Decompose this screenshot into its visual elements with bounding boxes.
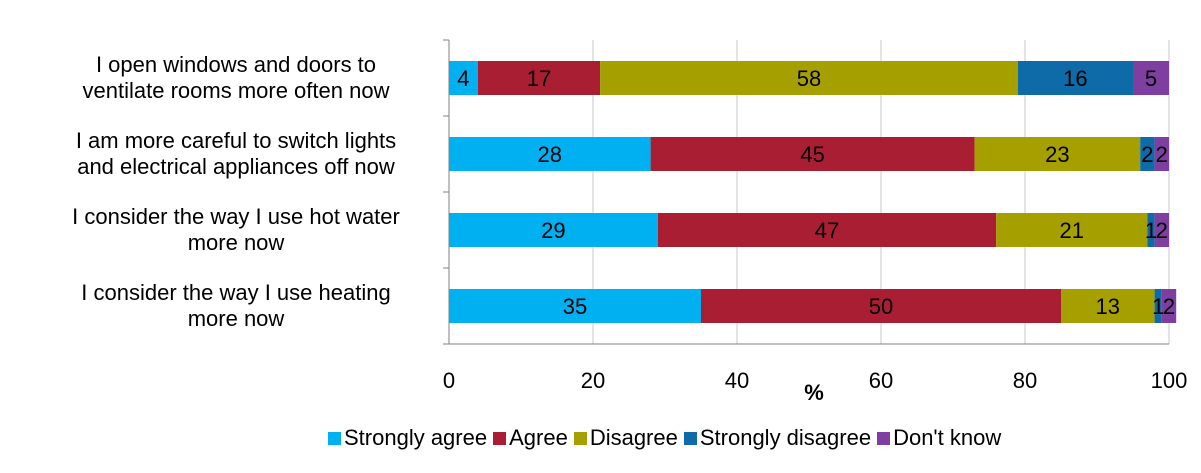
bar-segment [974,137,1141,171]
bar-segment [701,289,1061,323]
data-label: 50 [869,294,893,319]
legend-item: Don't know [877,425,1001,451]
legend-swatch [328,431,341,445]
data-label: 47 [815,218,839,243]
data-label: 29 [541,218,565,243]
data-label: 1 [1145,218,1157,243]
data-label: 1 [1152,294,1164,319]
legend-swatch [493,431,507,445]
data-label: 17 [527,66,551,91]
legend-label: Disagree [589,425,678,450]
bar-segment [650,137,975,171]
bar-segment [477,61,601,95]
legend-item: Strongly disagree [683,425,872,451]
data-label: 2 [1156,218,1168,243]
legend-swatch [683,431,697,445]
data-label: 28 [538,142,562,167]
bar-segment [996,213,1148,247]
bar-segment [1147,213,1155,247]
legend-swatch [877,431,891,445]
bar-segment [449,137,651,171]
legend-item: Strongly agree [328,425,487,451]
data-label: 4 [457,66,469,91]
bar-segment [1061,289,1155,323]
x-tick-label: 60 [869,368,893,393]
category-label: I open windows and doors to [96,52,376,77]
x-axis-title: % [804,380,824,405]
category-label: ventilate rooms more often now [83,78,390,103]
data-label: 2 [1163,294,1175,319]
bar-segment [1133,61,1169,95]
bar-segment [657,213,997,247]
x-tick-labels: 0 20 40 60 80 100 [443,368,1187,393]
bar-segment [449,61,478,95]
data-label: 58 [797,66,821,91]
x-tick-label: 100 [1151,368,1188,393]
bar-segment [449,213,658,247]
legend-item: Disagree [573,425,678,451]
data-label: 13 [1096,294,1120,319]
bar-segment [1154,289,1162,323]
category-label: I consider the way I use heating [81,280,390,305]
legend: Strongly agree Agree Disagree Strongly disa… [328,424,1007,452]
x-tick-label: 20 [581,368,605,393]
data-label: 21 [1060,218,1084,243]
legend-label: Strongly agree [344,425,488,450]
bar-segment [1154,137,1169,171]
bars [449,61,1177,323]
bar-segment [600,61,1018,95]
bar-segment [1161,289,1177,323]
data-label: 2 [1141,142,1153,167]
legend-item: Agree [493,425,568,451]
legend-label: Agree [509,425,568,450]
data-label: 45 [800,142,824,167]
bar-segment [1017,61,1133,95]
legend-label: Strongly disagree [699,425,872,450]
category-label: and electrical appliances off now [77,154,395,179]
category-label: more now [188,306,285,331]
bar-segment [449,289,701,323]
x-tick-label: 40 [725,368,749,393]
data-label: 5 [1145,66,1157,91]
x-tick-label: 0 [443,368,455,393]
data-label: 2 [1156,142,1168,167]
category-label: I am more careful to switch lights [76,128,396,153]
category-label: more now [188,230,285,255]
x-tick-label: 80 [1013,368,1037,393]
category-label: I consider the way I use hot water [72,204,400,229]
legend-swatch [573,431,587,445]
legend-label: Don't know [893,425,1002,450]
data-label: 16 [1063,66,1087,91]
bar-segment [1154,213,1169,247]
data-label: 35 [563,294,587,319]
axes [443,39,1169,345]
bar-segment [1140,137,1155,171]
data-label: 23 [1045,142,1069,167]
